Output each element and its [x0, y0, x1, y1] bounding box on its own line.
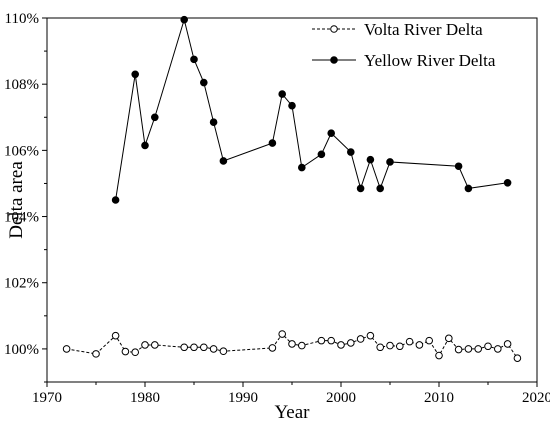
data-point	[327, 129, 336, 137]
y-tick-label: 106%	[4, 143, 39, 159]
data-point	[366, 331, 375, 340]
data-point	[494, 345, 502, 353]
y-tick-label: 100%	[4, 342, 39, 358]
y-tick-label: 110%	[5, 11, 39, 27]
data-point	[219, 157, 228, 165]
x-tick-label: 2000	[326, 390, 356, 406]
x-tick-label: 2020	[522, 390, 550, 406]
y-tick-label: 104%	[4, 210, 39, 226]
data-point	[376, 343, 385, 352]
data-point	[111, 331, 120, 340]
data-point	[415, 341, 424, 349]
data-point	[151, 341, 159, 349]
data-point	[200, 78, 208, 87]
data-point	[474, 345, 483, 353]
series-line	[115, 17, 508, 201]
x-tick-label: 1970	[32, 390, 62, 406]
data-point	[327, 336, 336, 345]
data-point	[288, 101, 296, 110]
data-point	[131, 348, 139, 357]
data-point	[464, 184, 473, 193]
x-axis-title: Year	[274, 402, 310, 423]
data-point	[278, 90, 287, 98]
data-point	[151, 113, 159, 122]
data-point	[317, 150, 326, 159]
data-point	[445, 334, 453, 343]
legend-label: Yellow River Delta	[364, 51, 496, 70]
data-point	[190, 55, 198, 64]
data-point	[435, 351, 443, 360]
data-point	[111, 196, 120, 204]
data-point	[356, 184, 365, 193]
data-point	[503, 178, 512, 187]
x-tick-label: 2010	[424, 390, 454, 406]
data-point	[405, 337, 414, 346]
data-point	[268, 344, 277, 352]
data-point	[62, 345, 71, 353]
data-point	[484, 342, 492, 351]
data-point	[425, 336, 434, 345]
legend-label: Volta River Delta	[364, 20, 483, 39]
series-volta-river-delta	[62, 330, 522, 362]
y-tick-label: 108%	[4, 77, 39, 93]
data-point	[376, 184, 385, 193]
data-point	[454, 162, 463, 171]
data-point	[513, 354, 522, 362]
data-point	[141, 141, 149, 150]
legend: Volta River Delta Yellow River Delta	[312, 20, 496, 70]
data-point	[366, 155, 375, 164]
y-axis-title: Delta area	[6, 161, 27, 239]
data-point	[200, 343, 208, 352]
data-point	[503, 340, 512, 348]
data-point	[219, 347, 228, 356]
data-point	[180, 343, 188, 352]
data-point	[288, 340, 296, 348]
data-point	[386, 158, 394, 166]
x-tick-label: 1980	[130, 390, 160, 406]
data-point	[141, 341, 149, 349]
data-point	[180, 15, 188, 24]
data-point	[396, 342, 404, 351]
data-point	[121, 347, 130, 356]
data-point	[298, 163, 306, 172]
data-point	[209, 345, 218, 353]
data-point	[298, 341, 306, 350]
data-point	[190, 343, 198, 352]
data-point	[347, 148, 355, 156]
data-point	[337, 341, 345, 349]
data-point	[92, 350, 100, 358]
data-point	[317, 336, 326, 345]
data-point	[268, 139, 277, 147]
data-point	[209, 118, 218, 127]
legend-marker	[330, 25, 338, 33]
data-point	[278, 330, 287, 338]
legend-marker	[330, 56, 338, 64]
data-point	[356, 335, 365, 343]
data-point	[386, 341, 394, 350]
plot-frame	[46, 17, 538, 383]
data-point	[347, 339, 355, 347]
series-yellow-river-delta	[111, 15, 512, 204]
data-point	[464, 345, 473, 353]
axes: 1970 1980 1990 2000 2010 2020 100% 102% 104% 106%…	[4, 11, 550, 423]
plot-area	[62, 15, 522, 362]
x-tick-label: 1990	[228, 390, 258, 406]
data-point	[454, 345, 463, 354]
data-point	[131, 70, 139, 79]
y-tick-label: 102%	[4, 276, 39, 292]
